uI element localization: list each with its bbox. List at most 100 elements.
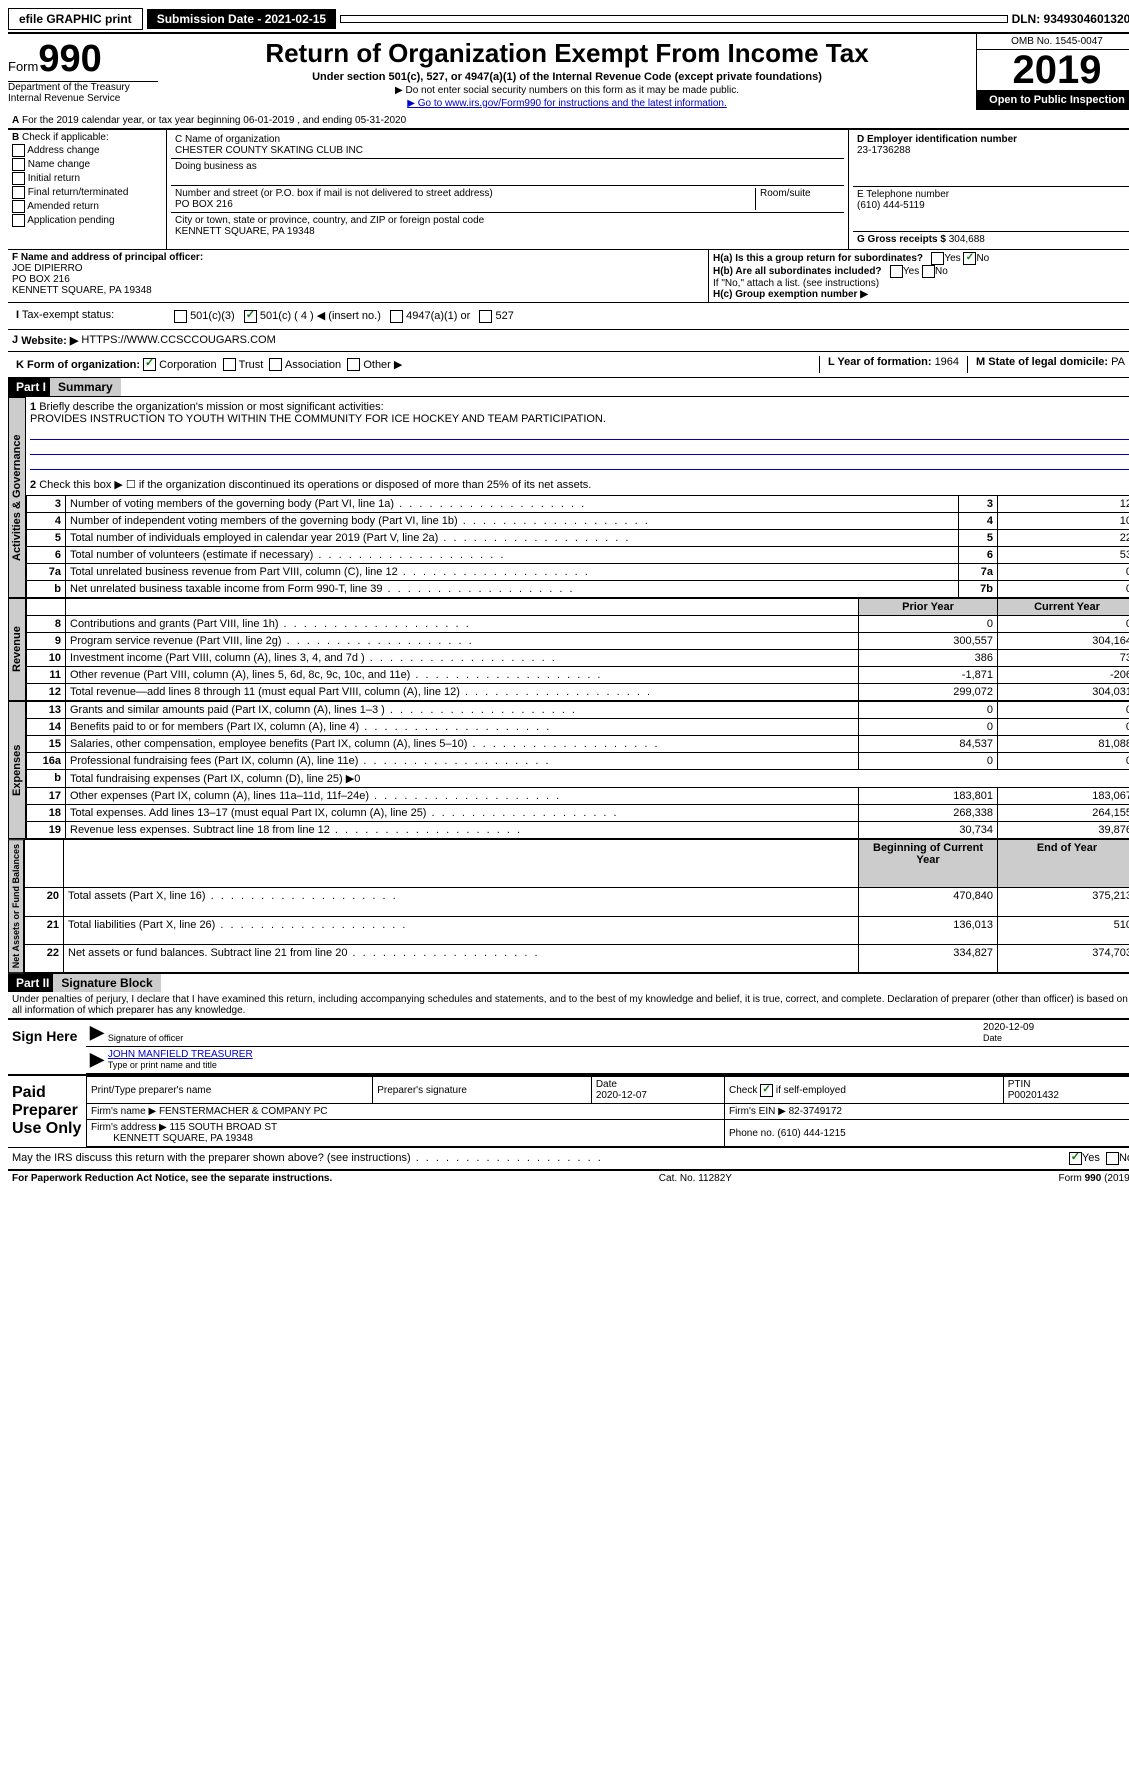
ha-label: H(a) Is this a group return for subordin… — [713, 253, 923, 264]
firm-phone: (610) 444-1215 — [777, 1128, 845, 1139]
submission-date: Submission Date - 2021-02-15 — [147, 9, 336, 29]
cb-address-change[interactable]: Address change — [12, 144, 162, 157]
vtab-expenses: Expenses — [8, 701, 26, 839]
arrow-icon: ▶ — [90, 1049, 104, 1071]
revenue-table: Prior YearCurrent Year8Contributions and… — [26, 598, 1129, 701]
org-name-label: C Name of organization — [175, 134, 280, 145]
org-city: KENNETT SQUARE, PA 19348 — [175, 226, 315, 237]
footer-mid: Cat. No. 11282Y — [659, 1173, 732, 1184]
part2-header: Part IISignature Block — [8, 973, 1129, 992]
sig-officer-label: Signature of officer — [108, 1033, 183, 1043]
discuss-no[interactable] — [1106, 1152, 1119, 1165]
topbar: efile GRAPHIC print Submission Date - 20… — [8, 8, 1129, 30]
principal-row: F Name and address of principal officer:… — [8, 249, 1129, 302]
officer-addr2: KENNETT SQUARE, PA 19348 — [12, 285, 152, 296]
firm-addr-label: Firm's address ▶ — [91, 1122, 167, 1133]
net-table: Beginning of Current YearEnd of Year20To… — [24, 839, 1129, 973]
vtab-revenue: Revenue — [8, 598, 26, 701]
block-d-right: D Employer identification number23-17362… — [849, 130, 1129, 249]
cb-final-return[interactable]: Final return/terminated — [12, 186, 162, 199]
form-title: Return of Organization Exempt From Incom… — [166, 38, 968, 69]
state-domicile: PA — [1111, 356, 1125, 368]
hb-note: If "No," attach a list. (see instruction… — [713, 278, 1129, 289]
ha-no[interactable] — [963, 252, 976, 265]
line1-label: Briefly describe the organization's miss… — [39, 401, 383, 413]
phone-label: E Telephone number — [857, 189, 949, 200]
prep-h1: Print/Type preparer's name — [87, 1077, 373, 1104]
firm-label: Firm's name ▶ — [91, 1106, 156, 1117]
discuss-text: May the IRS discuss this return with the… — [12, 1152, 1063, 1165]
cb-501c[interactable] — [244, 310, 257, 323]
signer-name-label: Type or print name and title — [108, 1060, 217, 1070]
cb-name-change[interactable]: Name change — [12, 158, 162, 171]
org-address: PO BOX 216 — [175, 199, 233, 210]
addr-label: Number and street (or P.O. box if mail i… — [175, 188, 493, 199]
part1-header: Part ISummary — [8, 377, 1129, 396]
phone-value: (610) 444-5119 — [857, 200, 925, 211]
l-label: L Year of formation: — [828, 356, 932, 368]
cb-corp[interactable] — [143, 358, 156, 371]
gross-value: 304,688 — [949, 234, 985, 245]
expense-table: 13Grants and similar amounts paid (Part … — [26, 701, 1129, 839]
hb-no[interactable] — [922, 265, 935, 278]
prep-h3: Date — [596, 1079, 617, 1090]
m-label: M State of legal domicile: — [976, 356, 1108, 368]
line1-num: 1 — [30, 401, 36, 413]
prep-h4: Check if self-employed — [729, 1085, 846, 1096]
footer-left: For Paperwork Reduction Act Notice, see … — [12, 1173, 332, 1184]
hb-yes[interactable] — [890, 265, 903, 278]
firm-ein: 82-3749172 — [789, 1106, 842, 1117]
tax-year: 2019 — [977, 50, 1129, 90]
form-header: Form990 Department of the Treasury Inter… — [8, 32, 1129, 113]
website-label: Website: ▶ — [21, 334, 78, 347]
block-b-checkboxes: B Check if applicable: Address change Na… — [8, 130, 167, 249]
vtab-net: Net Assets or Fund Balances — [8, 839, 24, 973]
officer-label: F Name and address of principal officer: — [12, 252, 203, 263]
prep-h5: PTIN — [1008, 1079, 1031, 1090]
ein-label: Firm's EIN ▶ — [729, 1106, 786, 1117]
ha-yes[interactable] — [931, 252, 944, 265]
firm-phone-label: Phone no. — [729, 1128, 775, 1139]
declaration: Under penalties of perjury, I declare th… — [8, 992, 1129, 1018]
ein-label: D Employer identification number — [857, 134, 1017, 145]
sig-date-label: Date — [983, 1033, 1002, 1043]
mission-text: PROVIDES INSTRUCTION TO YOUTH WITHIN THE… — [30, 413, 606, 425]
footer-right: Form 990 (2019) — [1059, 1173, 1129, 1184]
k-label: K Form of organization: — [16, 359, 140, 371]
org-name: CHESTER COUNTY SKATING CLUB INC — [175, 145, 363, 156]
cb-app-pending[interactable]: Application pending — [12, 214, 162, 227]
tax-status-row: I Tax-exempt status: 501(c)(3) 501(c) ( … — [8, 302, 1129, 329]
room-label: Room/suite — [755, 188, 840, 210]
hc-label: H(c) Group exemption number ▶ — [713, 289, 868, 300]
note-ssn: ▶ Do not enter social security numbers o… — [166, 85, 968, 96]
cb-initial-return[interactable]: Initial return — [12, 172, 162, 185]
prep-date: 2020-12-07 — [596, 1090, 647, 1101]
dba-label: Doing business as — [175, 161, 257, 172]
sign-here-label: Sign Here — [8, 1020, 86, 1074]
block-c-org: C Name of organizationCHESTER COUNTY SKA… — [167, 130, 849, 249]
firm-addr1: 115 SOUTH BROAD ST — [170, 1122, 278, 1133]
firm-name: FENSTERMACHER & COMPANY PC — [159, 1106, 328, 1117]
efile-badge[interactable]: efile GRAPHIC print — [8, 8, 143, 30]
cb-assoc[interactable] — [269, 358, 282, 371]
open-public-badge: Open to Public Inspection — [977, 90, 1129, 110]
discuss-yes[interactable] — [1069, 1152, 1082, 1165]
paid-preparer-block: Paid Preparer Use Only Print/Type prepar… — [8, 1074, 1129, 1147]
form-label: Form990 — [8, 38, 158, 81]
cb-501c3[interactable] — [174, 310, 187, 323]
signer-name: JOHN MANFIELD TREASURER — [108, 1049, 253, 1060]
firm-addr2: KENNETT SQUARE, PA 19348 — [113, 1133, 253, 1144]
line2-text: Check this box ▶ ☐ if the organization d… — [39, 479, 591, 491]
prep-h2: Preparer's signature — [373, 1077, 592, 1104]
cb-trust[interactable] — [223, 358, 236, 371]
vtab-activities: Activities & Governance — [8, 397, 26, 598]
cb-amended[interactable]: Amended return — [12, 200, 162, 213]
gross-label: G Gross receipts $ — [857, 234, 946, 245]
city-label: City or town, state or province, country… — [175, 215, 484, 226]
cb-527[interactable] — [479, 310, 492, 323]
note-link[interactable]: ▶ Go to www.irs.gov/Form990 for instruct… — [166, 98, 968, 109]
cb-other[interactable] — [347, 358, 360, 371]
cb-4947[interactable] — [390, 310, 403, 323]
website-value[interactable]: HTTPS://WWW.CCSCCOUGARS.COM — [81, 334, 275, 347]
dept-treasury: Department of the Treasury Internal Reve… — [8, 81, 158, 104]
